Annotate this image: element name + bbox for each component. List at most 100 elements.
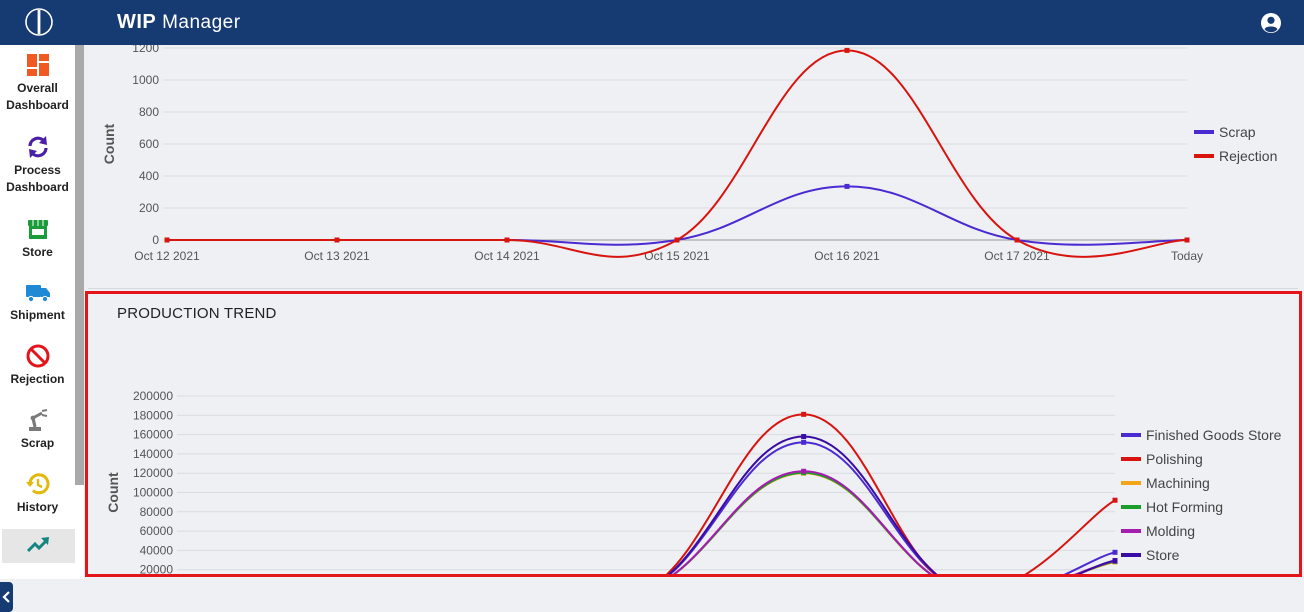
legend-label: Scrap xyxy=(1219,124,1256,140)
y-tick-label: 0 xyxy=(152,233,159,247)
series-line xyxy=(672,471,1116,574)
y-tick-label: 800 xyxy=(139,105,159,119)
x-tick-label: Oct 13 2021 xyxy=(304,249,370,263)
y-tick-label: 200 xyxy=(139,201,159,215)
ban-icon xyxy=(26,344,49,368)
main-content: 0 200 400 600 800 1000 1200 Oct 12 2021 Oct 13 2… xyxy=(84,41,1304,579)
sidebar-item-history[interactable]: History xyxy=(0,471,75,516)
y-tick-label: 400 xyxy=(139,169,159,183)
sidebar-item-label: Process xyxy=(14,163,61,177)
sidebar-item-label: Overall xyxy=(17,81,58,95)
x-tick-label: Oct 14 2021 xyxy=(474,249,540,263)
sidebar-item-process-dashboard[interactable]: Process Dashboard xyxy=(0,134,75,196)
data-point xyxy=(504,237,510,243)
production-trend-panel: PRODUCTION TREND 02000040000600008000010… xyxy=(85,291,1302,577)
legend-swatch xyxy=(1121,553,1141,557)
scrap-rejection-chart: 0 200 400 600 800 1000 1200 Oct 12 2021 Oct 13 2… xyxy=(101,41,1277,263)
y-tick-label: 20000 xyxy=(140,563,174,574)
x-tick-label: Today xyxy=(1171,249,1203,263)
sidebar-scrollbar[interactable] xyxy=(75,45,84,485)
y-tick-label: 100000 xyxy=(133,486,173,500)
app-title-bold: WIP xyxy=(117,11,157,33)
data-point xyxy=(1112,558,1118,564)
series-line xyxy=(668,435,1116,574)
panel-divider xyxy=(88,288,1298,289)
sidebar-item-overall-dashboard[interactable]: Overall Dashboard xyxy=(0,52,75,114)
sidebar-item-store[interactable]: Store xyxy=(0,216,75,261)
sidebar-item-label: History xyxy=(16,500,59,514)
data-point xyxy=(801,439,807,445)
legend-label: Store xyxy=(1146,547,1180,563)
sidebar-item-label: Rejection xyxy=(10,372,65,386)
series-line xyxy=(668,441,1116,574)
y-tick-label: 180000 xyxy=(133,408,173,422)
y-tick-label: 60000 xyxy=(140,524,174,538)
sidebar-collapse-button[interactable] xyxy=(0,582,13,612)
sidebar-item-shipment[interactable]: Shipment xyxy=(0,279,75,324)
store-icon xyxy=(27,220,48,239)
y-tick-label: 200000 xyxy=(133,389,173,403)
logo-icon xyxy=(25,8,53,36)
app-title-rest: Manager xyxy=(162,12,241,33)
series-line xyxy=(665,413,1116,574)
production-trend-chart: 0200004000060000800001000001200001400001… xyxy=(105,389,1282,574)
sidebar-item-label: Dashboard xyxy=(6,98,69,112)
y-axis-label: Count xyxy=(101,123,117,164)
y-tick-label: 140000 xyxy=(133,447,173,461)
data-point xyxy=(1112,549,1118,555)
legend-swatch xyxy=(1121,529,1141,533)
user-account-icon[interactable] xyxy=(1260,12,1282,34)
y-tick-label: 40000 xyxy=(140,543,174,557)
sidebar-item-label: Store xyxy=(22,245,53,259)
series-line xyxy=(672,472,1116,574)
legend-swatch xyxy=(1121,433,1141,437)
legend-swatch xyxy=(1121,481,1141,485)
sidebar-item-scrap[interactable]: Scrap xyxy=(0,407,75,452)
y-tick-label: 600 xyxy=(139,137,159,151)
data-point xyxy=(674,237,680,243)
legend-swatch xyxy=(1194,130,1214,134)
sidebar-item-production-trend[interactable] xyxy=(2,529,75,563)
sidebar: Overall Dashboard Process Dashboard Stor… xyxy=(0,45,84,612)
data-point xyxy=(334,237,340,243)
y-tick-label: 120000 xyxy=(133,466,173,480)
chevron-left-icon xyxy=(2,591,10,603)
data-point xyxy=(844,47,850,53)
sidebar-item-label: Shipment xyxy=(10,308,65,322)
top-bar: WIP Manager xyxy=(0,0,1304,45)
x-tick-label: Oct 12 2021 xyxy=(134,249,200,263)
sidebar-item-rejection[interactable]: Rejection xyxy=(0,343,75,388)
data-point xyxy=(1112,497,1118,503)
data-point xyxy=(1184,237,1190,243)
y-tick-label: 1200 xyxy=(132,45,159,55)
sidebar-item-label: Dashboard xyxy=(6,180,69,194)
legend-swatch xyxy=(1121,505,1141,509)
scrap-rejection-chart-panel: 0 200 400 600 800 1000 1200 Oct 12 2021 Oct 13 2… xyxy=(84,41,1302,285)
data-point xyxy=(801,411,807,417)
y-tick-label: 80000 xyxy=(140,505,174,519)
legend-label: Polishing xyxy=(1146,451,1203,467)
legend-swatch xyxy=(1121,457,1141,461)
y-tick-label: 160000 xyxy=(133,428,173,442)
sync-arrows-icon xyxy=(27,136,48,158)
app-title: WIP Manager xyxy=(117,11,241,34)
y-axis-label: Count xyxy=(105,472,121,513)
legend-label: Finished Goods Store xyxy=(1146,427,1282,443)
panel-title: PRODUCTION TREND xyxy=(117,305,277,322)
legend-label: Machining xyxy=(1146,475,1210,491)
x-tick-label: Oct 15 2021 xyxy=(644,249,710,263)
data-point xyxy=(164,237,170,243)
dashboard-grid-icon xyxy=(26,54,49,76)
robot-arm-icon xyxy=(28,409,47,431)
series-line xyxy=(167,49,1188,258)
legend-label: Rejection xyxy=(1219,148,1277,164)
history-icon xyxy=(25,473,49,495)
legend-label: Molding xyxy=(1146,523,1195,539)
legend-label: Hot Forming xyxy=(1146,499,1223,515)
series-line xyxy=(167,185,1188,246)
trend-icon xyxy=(26,537,49,553)
data-point xyxy=(1014,237,1020,243)
data-point xyxy=(801,434,807,440)
sidebar-item-label: Scrap xyxy=(20,436,55,450)
x-tick-label: Oct 16 2021 xyxy=(814,249,880,263)
